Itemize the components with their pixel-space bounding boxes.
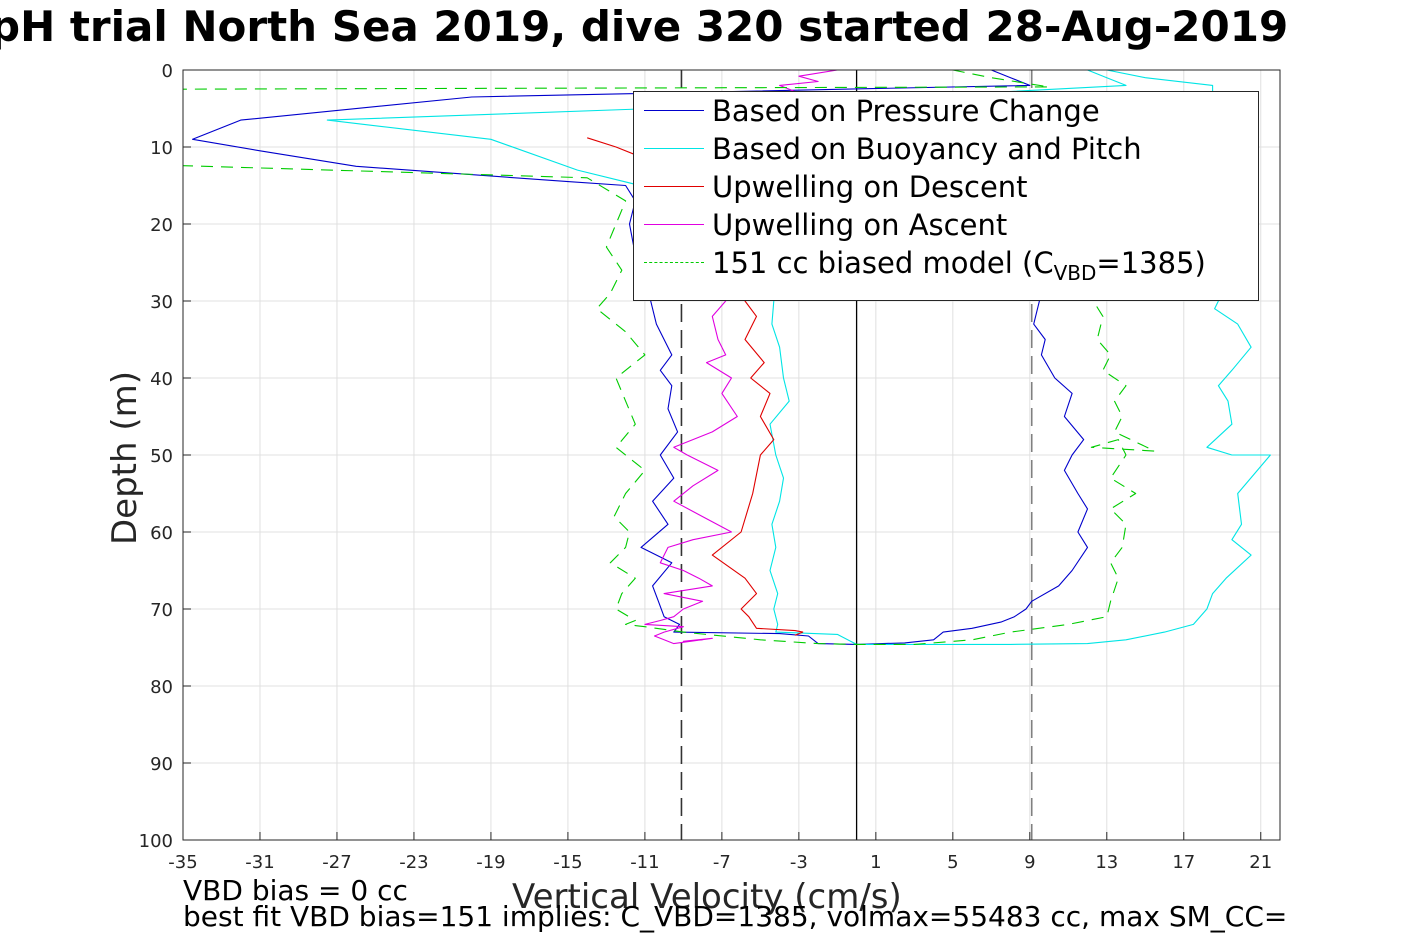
x-tick-label: -27 bbox=[322, 852, 351, 873]
chart-title: pH trial North Sea 2019, dive 320 starte… bbox=[0, 2, 1289, 51]
y-tick-label: 90 bbox=[150, 754, 173, 775]
legend-label-buoyancy: Based on Buoyancy and Pitch bbox=[712, 132, 1142, 166]
y-axis-ticks: 0 10 20 30 40 50 60 70 80 90 100 bbox=[139, 61, 191, 852]
series-line-4 bbox=[183, 70, 1156, 645]
x-axis-label: Vertical Velocity (cm/s) bbox=[512, 877, 902, 917]
y-tick-label: 50 bbox=[150, 446, 173, 467]
legend-swatch-buoyancy bbox=[644, 148, 704, 149]
x-tick-label: -15 bbox=[553, 852, 582, 873]
legend-label-pressure: Based on Pressure Change bbox=[712, 94, 1100, 128]
legend-label-ascent: Upwelling on Ascent bbox=[712, 208, 1008, 242]
legend-swatch-descent bbox=[644, 186, 704, 187]
x-tick-label: -3 bbox=[790, 852, 808, 873]
x-tick-label: -35 bbox=[168, 852, 197, 873]
x-tick-label: 1 bbox=[870, 852, 881, 873]
y-tick-label: 0 bbox=[162, 61, 173, 82]
y-tick-label: 70 bbox=[150, 600, 173, 621]
x-tick-label: -23 bbox=[399, 852, 428, 873]
footer-vbd-bias: VBD bias = 0 cc bbox=[183, 874, 408, 907]
x-tick-label: -7 bbox=[713, 852, 731, 873]
y-tick-label: 60 bbox=[150, 523, 173, 544]
legend: Based on Pressure Change Based on Buoyan… bbox=[633, 91, 1259, 301]
y-tick-label: 30 bbox=[150, 292, 173, 313]
x-axis-ticks: -35 -31 -27 -23 -19 -15 -11 -7 -3 1 5 9 13 17 21 bbox=[168, 832, 1272, 873]
legend-swatch-pressure bbox=[644, 110, 704, 111]
legend-item-pressure: Based on Pressure Change bbox=[634, 92, 1258, 130]
y-tick-label: 40 bbox=[150, 369, 173, 390]
x-tick-label: 17 bbox=[1172, 852, 1195, 873]
y-tick-label: 80 bbox=[150, 677, 173, 698]
x-tick-label: 9 bbox=[1024, 852, 1035, 873]
y-tick-label: 10 bbox=[150, 138, 173, 159]
y-tick-label: 20 bbox=[150, 215, 173, 236]
x-tick-label: -19 bbox=[476, 852, 505, 873]
x-tick-label: -11 bbox=[630, 852, 659, 873]
legend-item-descent: Upwelling on Descent bbox=[634, 168, 1258, 206]
series-line-0 bbox=[192, 70, 1089, 645]
x-tick-label: -31 bbox=[245, 852, 274, 873]
legend-label-descent: Upwelling on Descent bbox=[712, 170, 1028, 204]
footer-best-fit: best fit VBD bias=151 implies: C_VBD=138… bbox=[183, 900, 1288, 933]
legend-label-model: 151 cc biased model (CVBD=1385) bbox=[712, 246, 1206, 285]
x-tick-label: 5 bbox=[947, 852, 958, 873]
legend-item-model: 151 cc biased model (CVBD=1385) bbox=[634, 244, 1258, 285]
y-axis-label: Depth (m) bbox=[105, 370, 145, 546]
series-line-3 bbox=[644, 70, 838, 645]
legend-swatch-model bbox=[644, 262, 704, 263]
legend-item-ascent: Upwelling on Ascent bbox=[634, 206, 1258, 244]
x-tick-label: 13 bbox=[1095, 852, 1118, 873]
legend-item-buoyancy: Based on Buoyancy and Pitch bbox=[634, 130, 1258, 168]
x-tick-label: 21 bbox=[1249, 852, 1272, 873]
y-tick-label: 100 bbox=[139, 831, 173, 852]
legend-swatch-ascent bbox=[644, 224, 704, 225]
